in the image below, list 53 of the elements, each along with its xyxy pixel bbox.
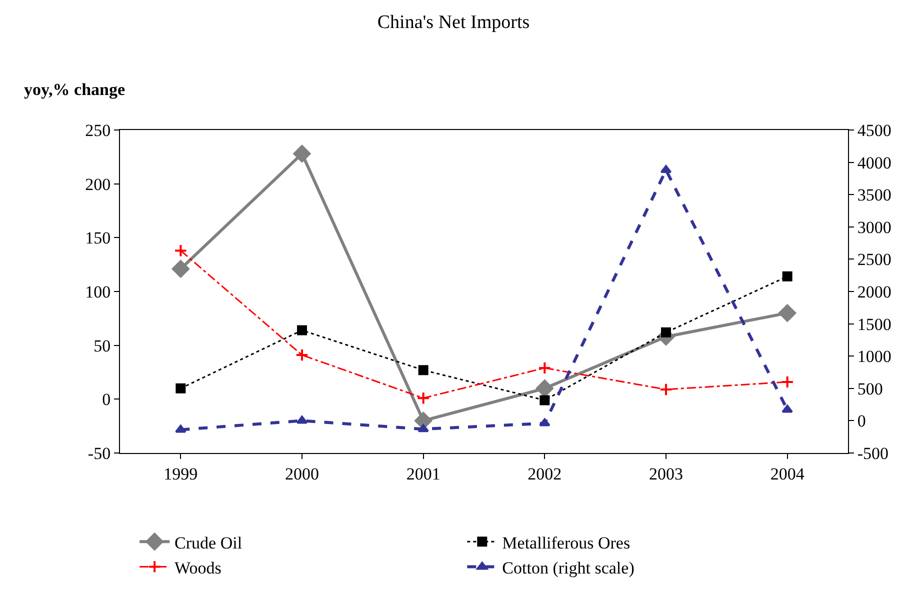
y-tick-label: 150 [85, 228, 111, 248]
point [295, 348, 309, 362]
point [536, 380, 554, 398]
y2-tick-label: 1500 [857, 314, 892, 334]
point [661, 327, 671, 338]
y2-tick-label: 3500 [857, 186, 892, 205]
point [172, 260, 190, 278]
y2-tick-label: 0 [857, 412, 866, 431]
point [540, 395, 550, 406]
y2-tick-label: 2500 [857, 250, 892, 270]
x-tick-label: 2004 [770, 464, 805, 484]
x-tick-label: 2000 [285, 464, 319, 484]
chart-title: China's Net Imports [377, 12, 530, 34]
y-tick-label: 200 [85, 174, 111, 194]
y2-tick-label: 500 [857, 379, 883, 398]
point [782, 271, 792, 282]
y2-tick-label: 4500 [857, 120, 892, 140]
point [416, 391, 430, 405]
y-tick-label: 0 [102, 390, 111, 410]
point [418, 365, 428, 376]
x-tick-label: 2001 [406, 464, 440, 484]
point [174, 244, 188, 258]
point [659, 382, 673, 396]
legend-label: Cotton (right scale) [502, 558, 634, 578]
point [296, 416, 308, 424]
y-tick-label: 50 [94, 336, 111, 356]
y2-tick-label: -500 [857, 444, 889, 463]
point [293, 144, 311, 162]
x-tick-label: 1999 [164, 464, 198, 484]
point [539, 418, 550, 426]
point [778, 304, 796, 322]
x-tick-label: 2003 [649, 464, 683, 484]
y2-tick-label: 4000 [857, 153, 892, 172]
y-tick-label: 100 [85, 282, 111, 302]
point [660, 165, 672, 174]
point [418, 424, 429, 432]
point [538, 361, 552, 375]
y2-tick-label: 1000 [857, 347, 892, 366]
x-tick-label: 2002 [528, 464, 562, 484]
point [297, 325, 307, 336]
y-tick-label: -50 [88, 444, 111, 463]
y2-tick-label: 2000 [857, 282, 892, 302]
y2-tick-label: 3000 [857, 218, 892, 237]
legend-label: Woods [174, 558, 222, 578]
point [780, 375, 794, 389]
point [782, 404, 793, 413]
point [175, 424, 186, 433]
legend-label: Crude Oil [174, 533, 242, 552]
y-axis-title: yoy,% change [24, 80, 126, 99]
y-tick-label: 250 [85, 120, 111, 140]
point [414, 412, 432, 430]
legend-label: Metalliferous Ores [502, 533, 630, 552]
point [176, 383, 186, 394]
